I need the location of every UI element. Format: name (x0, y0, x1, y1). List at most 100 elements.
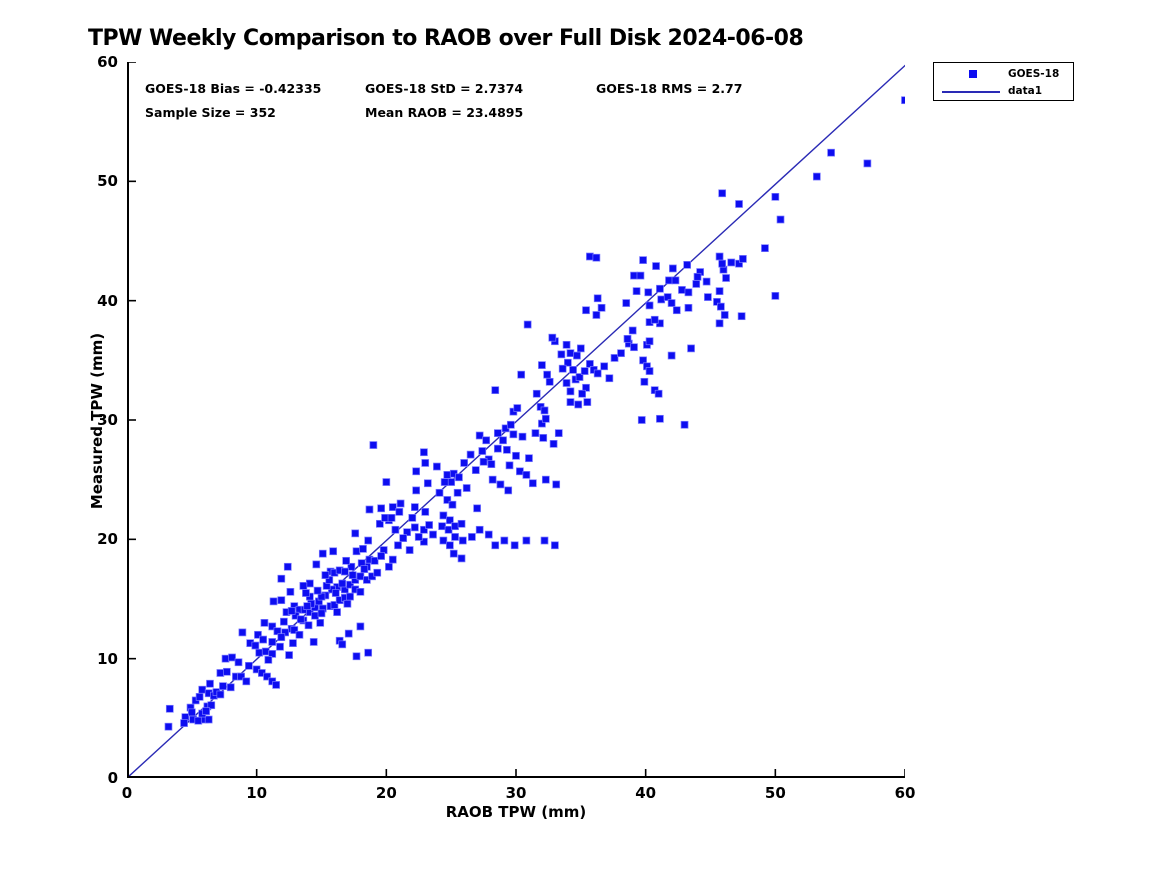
scatter-point (365, 505, 374, 514)
scatter-point (396, 499, 405, 508)
scatter-point (680, 420, 689, 429)
scatter-point (287, 607, 296, 615)
scatter-point (663, 293, 672, 301)
scatter-point (187, 708, 196, 717)
legend-marker-icon (969, 70, 977, 78)
scatter-point (299, 582, 308, 590)
scatter-point (311, 611, 319, 620)
scatter-point (484, 530, 493, 539)
scatter-point (654, 389, 663, 398)
scatter-point (771, 292, 780, 300)
y-tick-label: 30 (97, 411, 118, 429)
scatter-point (348, 571, 357, 579)
scatter-point (645, 301, 654, 310)
scatter-point (455, 473, 463, 482)
scatter-point (165, 704, 174, 713)
y-tick-label: 40 (97, 291, 118, 310)
scatter-point (592, 253, 601, 262)
scatter-point (202, 707, 210, 716)
scatter-point (412, 467, 421, 476)
scatter-point (516, 467, 524, 476)
scatter-point (221, 654, 230, 663)
scatter-point (414, 533, 423, 541)
scatter-point (557, 350, 566, 359)
scatter-point (493, 429, 502, 437)
scatter-point (449, 549, 458, 558)
scatter-point (684, 288, 693, 297)
scatter-point (722, 274, 730, 282)
scatter-point (650, 315, 659, 324)
scatter-point (408, 514, 417, 522)
scatter-point (566, 349, 575, 358)
scatter-point (462, 484, 471, 492)
scatter-point (656, 414, 664, 423)
scatter-point (771, 192, 780, 201)
scatter-point (222, 667, 231, 676)
scatter-point (325, 576, 334, 584)
scatter-point (370, 556, 379, 565)
scatter-point (531, 429, 540, 437)
scatter-point (238, 628, 247, 637)
legend-item-data1: data1 (934, 82, 1073, 100)
scatter-point (644, 288, 653, 297)
scatter-point (478, 447, 487, 455)
scatter-point (574, 400, 583, 409)
scatter-point (242, 677, 251, 686)
scatter-point (628, 326, 637, 335)
scatter-point (272, 681, 280, 689)
scatter-point (352, 652, 361, 661)
scatter-point (453, 488, 462, 497)
scatter-point (340, 567, 349, 576)
scatter-point (420, 448, 428, 457)
scatter-point (302, 589, 310, 597)
scatter-point (593, 369, 602, 378)
scatter-point (510, 541, 519, 550)
scatter-point (285, 651, 293, 659)
scatter-point (473, 504, 481, 513)
scatter-point (373, 568, 382, 577)
scatter-point (517, 370, 526, 379)
scatter-point (420, 537, 428, 546)
scatter-point (425, 521, 433, 529)
scatter-point (597, 303, 606, 312)
scatter-point (667, 351, 676, 360)
scatter-point (586, 252, 594, 261)
scatter-point (704, 293, 712, 301)
scatter-point (468, 533, 476, 541)
scatter-point (356, 622, 365, 631)
scatter-point (281, 628, 290, 637)
legend-line-label: data1 (1008, 85, 1043, 97)
scatter-point (504, 486, 513, 495)
scatter-point (586, 360, 594, 368)
scatter-point (321, 571, 330, 579)
scatter-point (693, 272, 702, 281)
scatter-point (318, 549, 327, 558)
scatter-point (226, 683, 235, 692)
x-tick-label: 0 (121, 784, 133, 802)
scatter-point (356, 587, 365, 596)
scatter-point (412, 486, 421, 495)
scatter-point (687, 344, 695, 353)
scatter-point (636, 271, 645, 280)
scatter-point (522, 536, 531, 545)
scatter-point (317, 592, 326, 601)
x-tick-label: 60 (894, 784, 916, 802)
scatter-point (491, 386, 500, 395)
scatter-point (237, 672, 245, 681)
scatter-point (605, 374, 614, 383)
scatter-point (522, 471, 531, 479)
scatter-point (295, 630, 304, 639)
scatter-point (234, 658, 243, 667)
scatter-point (317, 609, 326, 618)
scatter-point (735, 259, 743, 268)
scatter-point (421, 459, 430, 467)
scatter-point (286, 587, 295, 596)
scatter-point (261, 647, 270, 656)
scatter-point (684, 303, 693, 312)
scatter-point (562, 340, 571, 349)
scatter-point (290, 626, 299, 634)
scatter-point (548, 333, 557, 342)
scatter-point (206, 679, 214, 688)
scatter-point (671, 276, 680, 285)
